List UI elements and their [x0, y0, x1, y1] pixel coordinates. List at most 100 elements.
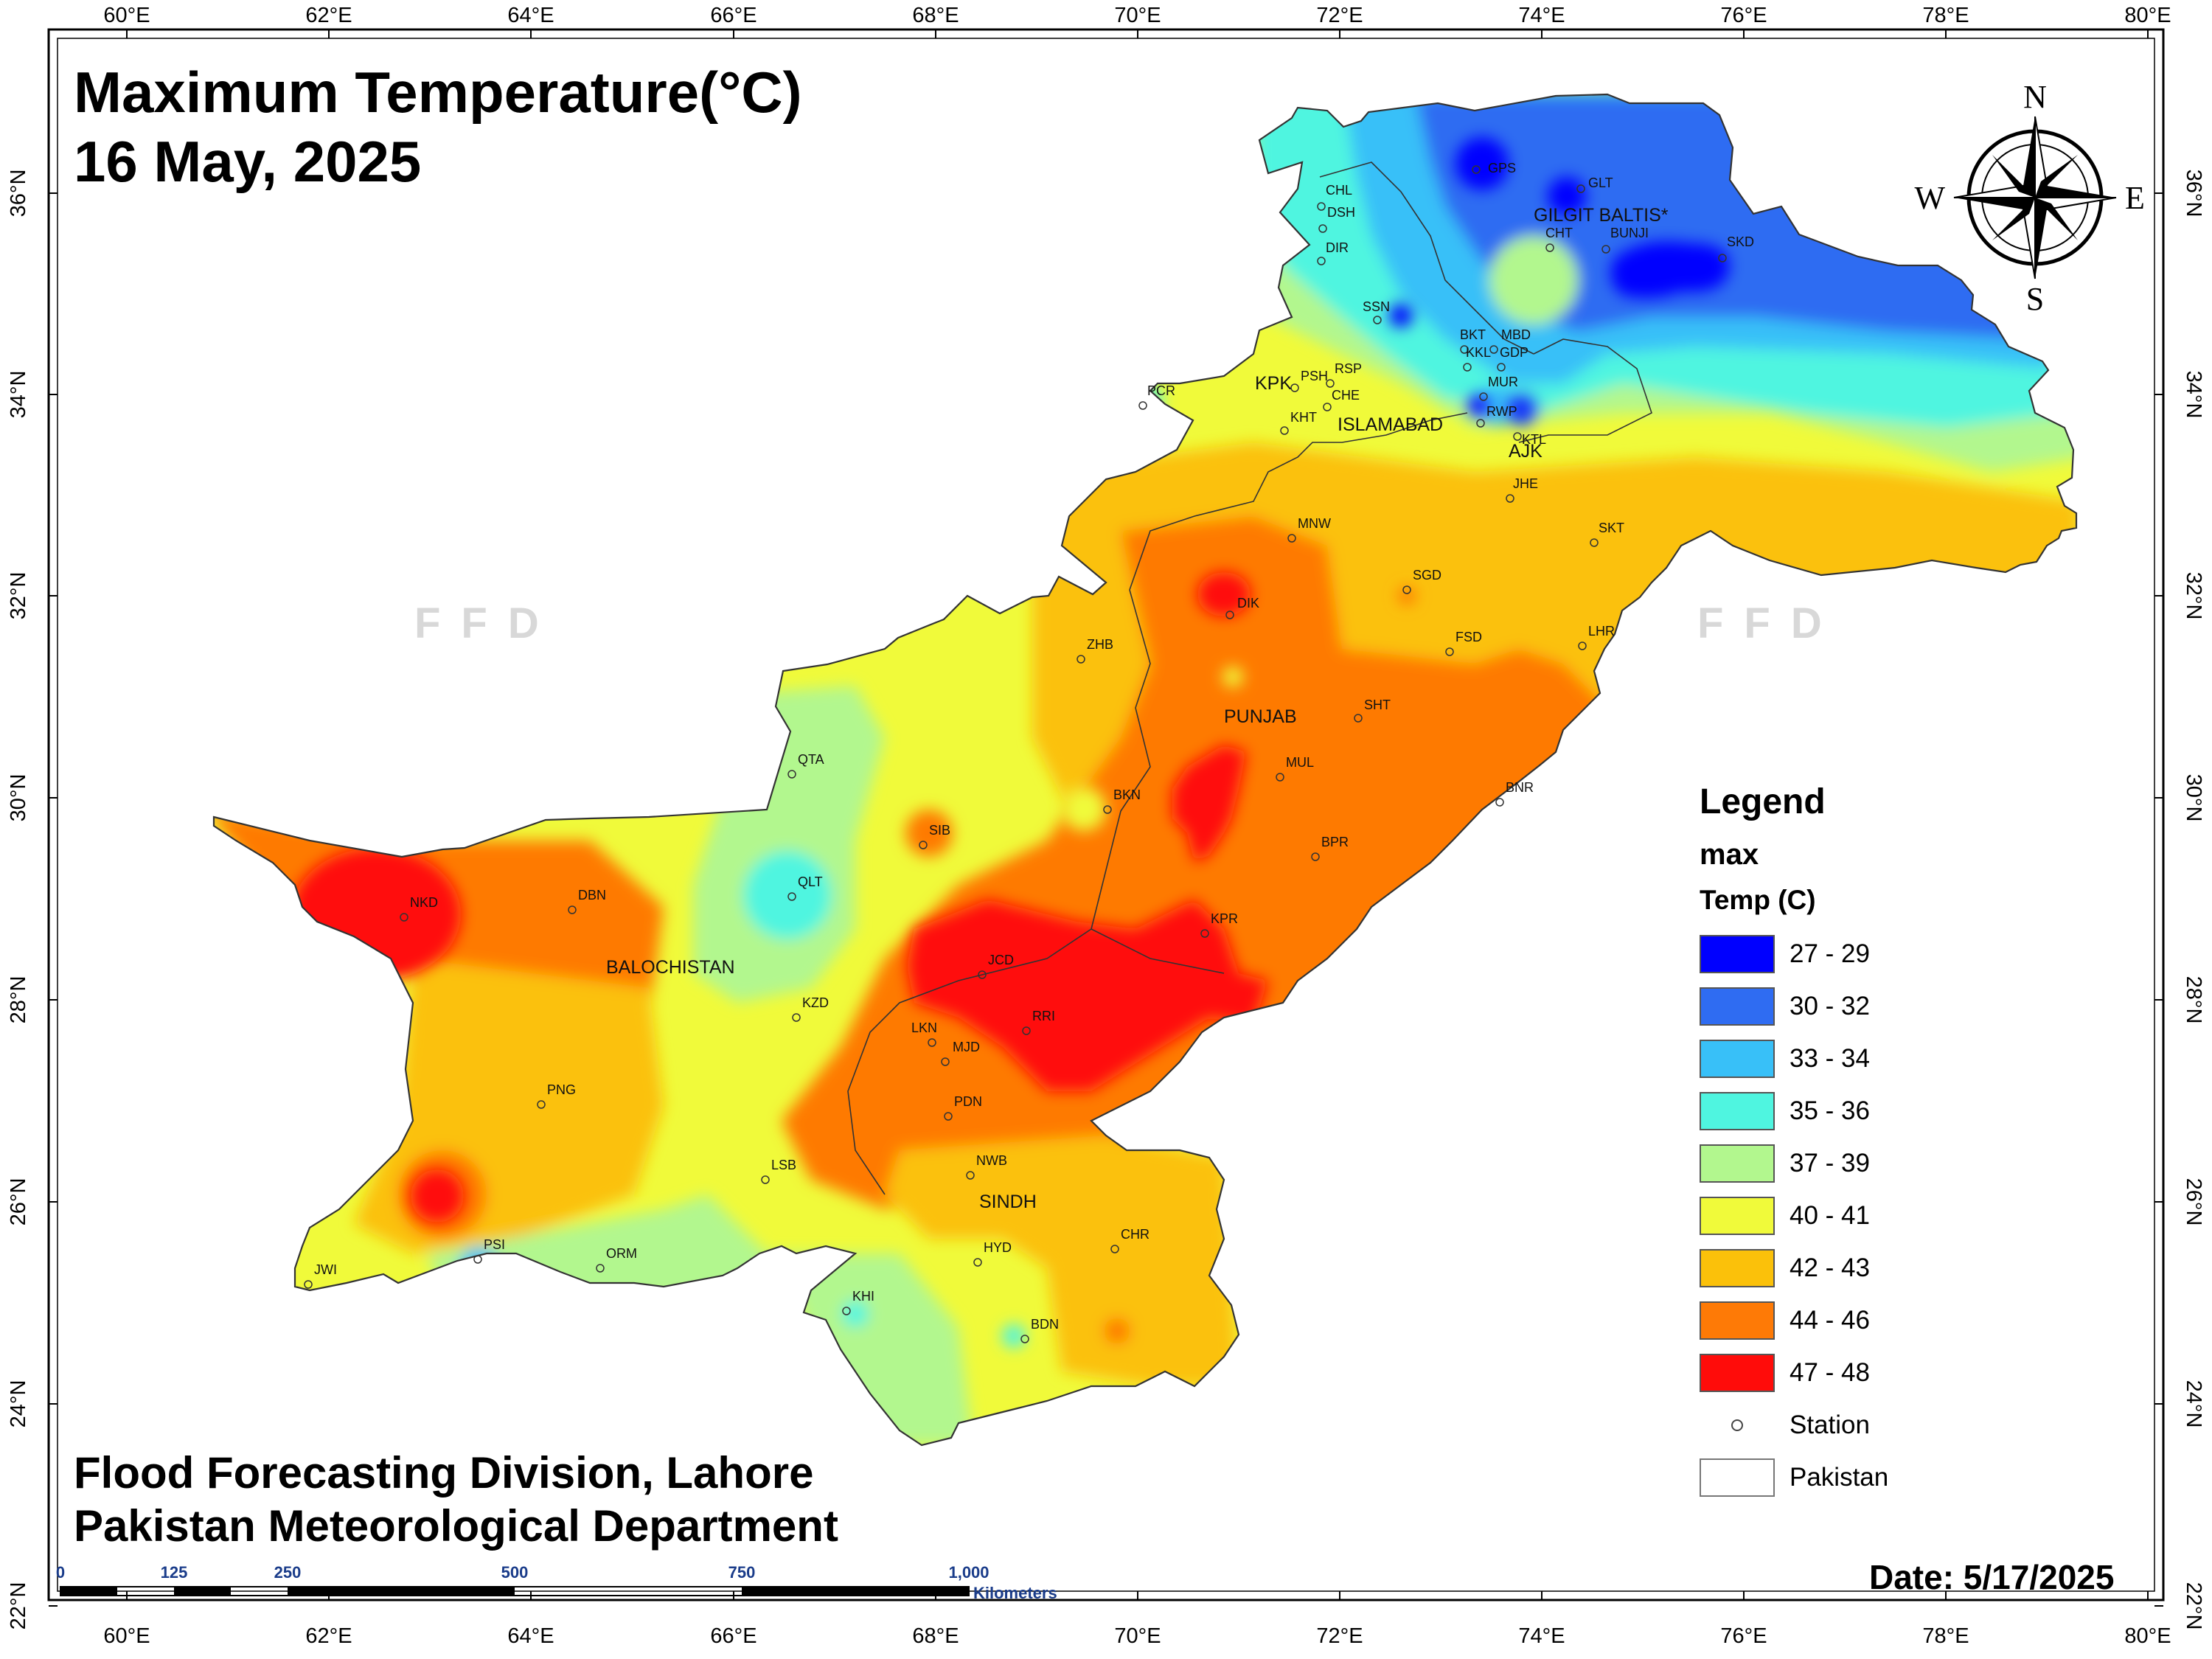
- station-label: ORM: [606, 1246, 637, 1261]
- station-marker: [1200, 929, 1209, 938]
- station-label: GPS: [1488, 161, 1516, 175]
- legend-class-row: 44 - 46: [1700, 1294, 1965, 1346]
- station-marker: [1323, 403, 1332, 411]
- legend-color-swatch: [1700, 934, 1775, 973]
- station-marker: [1276, 773, 1284, 782]
- station-marker: [537, 1100, 546, 1109]
- legend-boundary-swatch: [1700, 1458, 1775, 1497]
- station-marker: [1590, 538, 1599, 547]
- legend-unit: Temp (C): [1700, 885, 1816, 915]
- legend-color-swatch: [1700, 1144, 1775, 1183]
- province-boundaries: [847, 161, 1652, 1195]
- watermark-right: FFD: [1697, 599, 1843, 647]
- legend-station-label: Station: [1790, 1410, 1870, 1439]
- station-marker: [1472, 165, 1481, 174]
- credit-line-1: Flood Forecasting Division, Lahore: [74, 1448, 814, 1498]
- lon-label-bottom: 78°E: [1922, 1624, 1969, 1648]
- lat-label-right: 36°N: [2182, 170, 2205, 218]
- temp-zone-nokkundi-red: [291, 848, 461, 981]
- station-marker: [928, 1038, 936, 1047]
- compass-point-n-dark: [2023, 116, 2035, 198]
- legend-class-row: 35 - 36: [1700, 1085, 1965, 1137]
- lat-label-right: 26°N: [2182, 1178, 2205, 1226]
- temp-hot-pocket-gilgit: [1489, 236, 1578, 324]
- legend-color-swatch: [1700, 1301, 1775, 1340]
- station-marker: [1489, 345, 1498, 354]
- station-label: KTL: [1522, 432, 1546, 447]
- station-marker: [400, 913, 408, 922]
- temp-hot-pocket-chr: [1104, 1318, 1130, 1344]
- temp-zone-skardu-deep: [1610, 241, 1730, 298]
- lon-label-top: 74°E: [1518, 4, 1565, 27]
- map-title-line-2: 16 May, 2025: [74, 129, 422, 194]
- station-label: SSN: [1363, 299, 1390, 314]
- station-marker: [1318, 224, 1327, 233]
- compass-point-ne: [2035, 155, 2078, 198]
- station-marker: [1476, 419, 1485, 428]
- station-label: MJD: [953, 1040, 980, 1054]
- station-marker: [1576, 184, 1585, 193]
- temp-zone-zhb-yellow: [1062, 787, 1106, 831]
- lon-label-bottom: 60°E: [103, 1624, 150, 1648]
- station-label: CHR: [1121, 1227, 1150, 1242]
- station-marker: [842, 1307, 851, 1315]
- compass-label-s: S: [2026, 281, 2044, 317]
- station-label: HYD: [984, 1240, 1012, 1255]
- temp-hot-pocket-sib: [905, 810, 953, 857]
- station-marker: [1718, 254, 1727, 262]
- lon-label-bottom: 80°E: [2124, 1624, 2171, 1648]
- credit-line-2: Pakistan Meteorological Department: [74, 1501, 838, 1551]
- station-label: ZHB: [1087, 637, 1113, 652]
- lon-label-top: 78°E: [1922, 4, 1969, 27]
- temp-hot-pocket-sgd: [1398, 587, 1416, 605]
- lat-label-left: 36°N: [7, 170, 30, 218]
- station-marker: [1506, 494, 1514, 503]
- lon-label-bottom: 74°E: [1518, 1624, 1565, 1648]
- station-label: PCR: [1147, 383, 1175, 398]
- station-marker: [1445, 647, 1454, 656]
- legend-class-label: 44 - 46: [1790, 1305, 1870, 1335]
- temp-cool-pocket-khi: [842, 1301, 869, 1327]
- station-marker: [304, 1280, 313, 1289]
- lon-label-bottom: 68°E: [912, 1624, 959, 1648]
- legend-color-swatch: [1700, 1039, 1775, 1078]
- station-label: BDN: [1031, 1317, 1059, 1332]
- compass-rose: N S E W: [1914, 79, 2144, 317]
- station-marker: [1513, 432, 1522, 441]
- station-layer: GPS GLT CHL DSH DIR CHT BUNJI SKD SSN BKT MBD KKL GD…: [304, 161, 1754, 1343]
- legend-class-label: 33 - 34: [1790, 1043, 1870, 1073]
- lat-label-left: 30°N: [7, 774, 30, 822]
- station-label: KHI: [852, 1289, 874, 1304]
- station-label: SKD: [1727, 234, 1754, 249]
- region-labels: GILGIT BALTIS* KPK ISLAMABAD AJK PUNJAB …: [606, 205, 1669, 1212]
- station-label: NWB: [976, 1153, 1007, 1168]
- station-label: PDN: [954, 1094, 982, 1109]
- legend-class-label: 47 - 48: [1790, 1357, 1870, 1387]
- station-marker: [1460, 345, 1469, 354]
- lat-label-right: 28°N: [2182, 976, 2205, 1024]
- legend-color-swatch: [1700, 987, 1775, 1026]
- region-label-ajk: AJK: [1509, 441, 1543, 462]
- map-credits: Flood Forecasting Division, Lahore Pakis…: [74, 1447, 838, 1553]
- lat-label-left: 24°N: [7, 1380, 30, 1428]
- station-marker: [978, 970, 987, 979]
- temp-zone-quetta-green: [693, 686, 885, 1003]
- station-marker: [1317, 202, 1326, 211]
- map-neatline: [57, 38, 2155, 1592]
- station-label: KZD: [802, 995, 829, 1010]
- temp-zone-sindh-amber: [885, 1135, 1239, 1386]
- lat-label-right: 32°N: [2182, 572, 2205, 620]
- station-marker: [1495, 798, 1504, 807]
- temp-zone-mur-deep: [1468, 395, 1489, 416]
- station-label: PSH: [1301, 369, 1328, 383]
- station-label: KKL: [1466, 345, 1491, 360]
- lat-label-right: 34°N: [2182, 371, 2205, 419]
- station-marker: [1311, 852, 1320, 861]
- station-label: BUNJI: [1610, 226, 1649, 240]
- boundary-balochistan-punjab: [847, 589, 1151, 1195]
- compass-point-se: [2035, 198, 2078, 240]
- temp-zone-multan-red: [1172, 745, 1246, 863]
- legend-class-row: 33 - 34: [1700, 1032, 1965, 1085]
- temp-zone-ssn-deep: [1389, 304, 1413, 327]
- legend: Legend max Temp (C) 27 - 29 30 - 32 33 - 3…: [1700, 782, 1965, 1503]
